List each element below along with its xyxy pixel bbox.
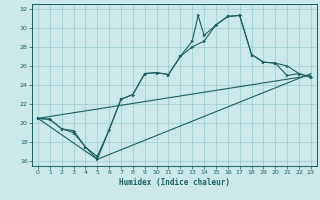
X-axis label: Humidex (Indice chaleur): Humidex (Indice chaleur)	[119, 178, 230, 187]
